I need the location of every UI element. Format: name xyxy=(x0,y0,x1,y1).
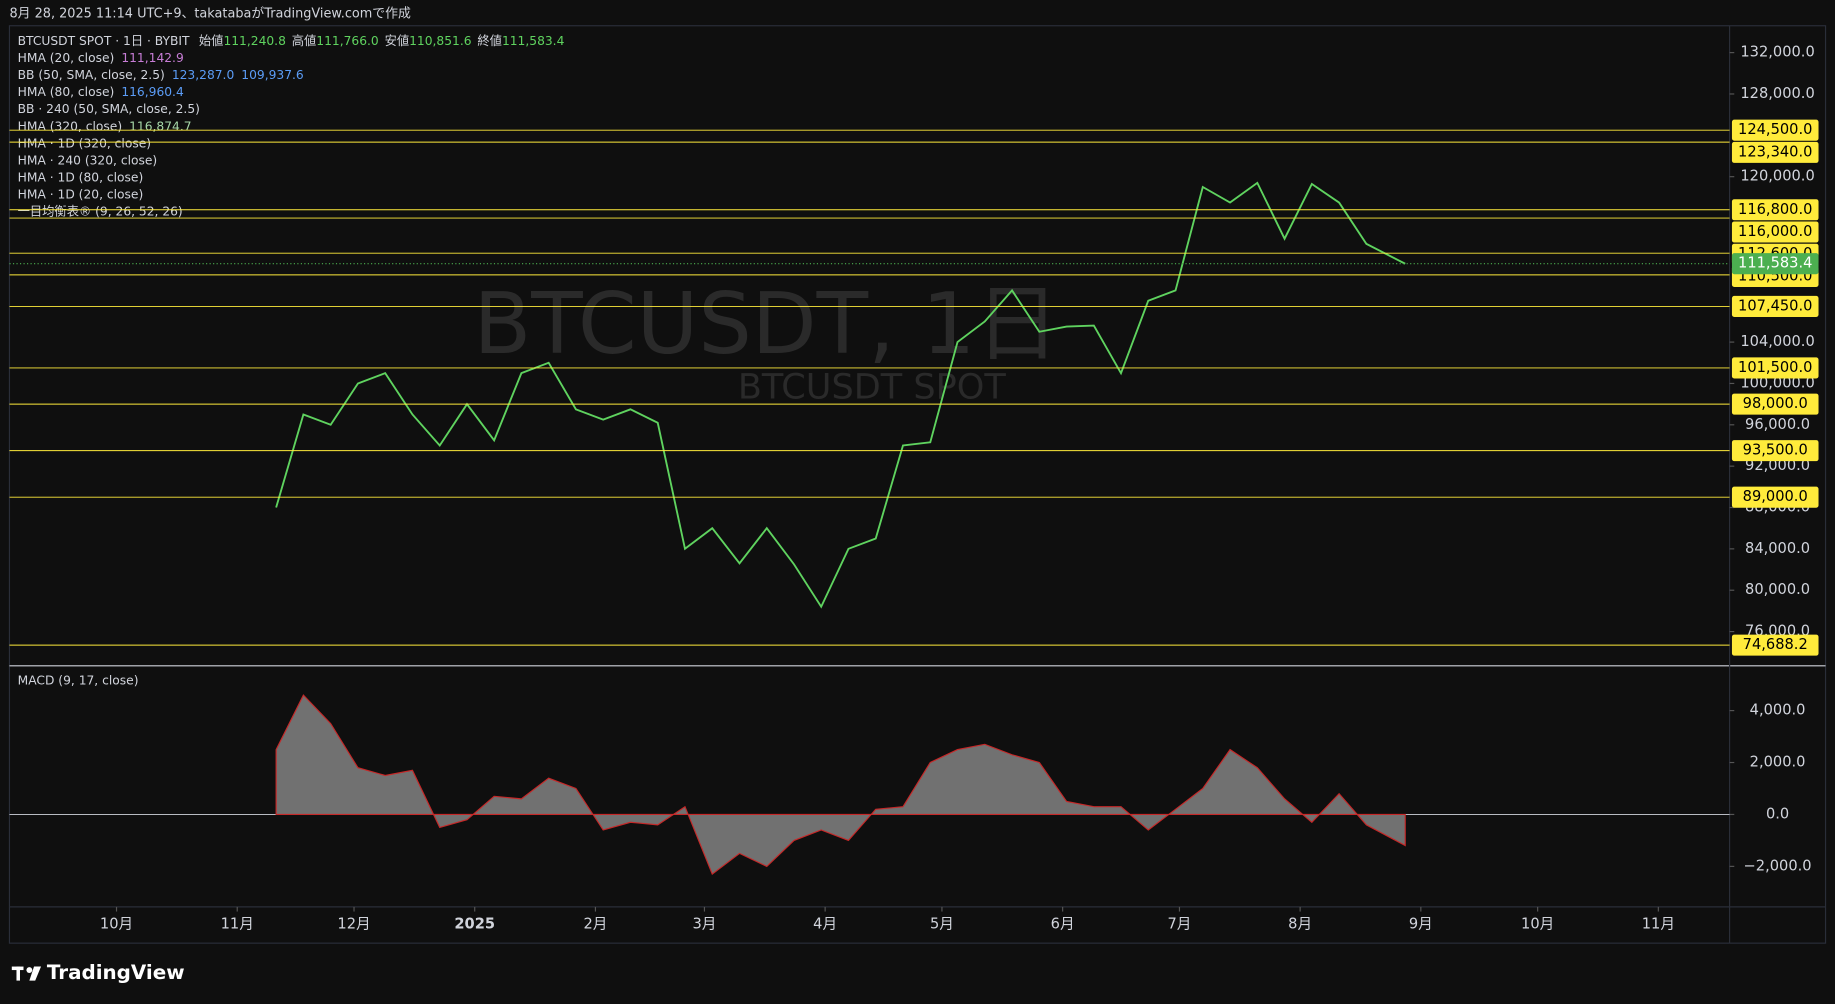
ohlc-value: 110,851.6 xyxy=(409,33,472,47)
indicator-name: HMA · 1D (20, close) xyxy=(18,187,144,201)
indicator-row: HMA (20, close) 111,142.9 xyxy=(18,50,184,64)
legend: BTCUSDT SPOT · 1日 · BYBIT 始値111,240.8 高値11… xyxy=(18,32,565,218)
level-badge xyxy=(1731,486,1819,508)
watermark-sub: BTCUSDT SPOT xyxy=(738,366,1007,407)
x-tick-label: 3月 xyxy=(692,915,716,932)
indicator-name: HMA (20, close) xyxy=(18,50,115,64)
x-tick-label: 2月 xyxy=(583,915,607,932)
macd-area xyxy=(275,694,1406,876)
x-tick-label: 9月 xyxy=(1409,915,1433,932)
indicator-row: HMA · 1D (320, close) xyxy=(18,136,151,150)
x-tick-label: 11月 xyxy=(221,915,254,932)
y-tick-label: −2,000.0 xyxy=(1744,857,1812,874)
x-tick-label: 4月 xyxy=(813,915,837,932)
level-label: 93,500.0 xyxy=(1743,442,1808,459)
logo: TradingView xyxy=(11,961,185,984)
y-tick-label: 104,000.0 xyxy=(1740,333,1814,350)
level-badge xyxy=(1731,295,1819,317)
level-label: 98,000.0 xyxy=(1743,395,1808,412)
x-tick-label: 11月 xyxy=(1642,915,1675,932)
indicator-name: HMA · 1D (80, close) xyxy=(18,170,144,184)
y-tick-label: 92,000.0 xyxy=(1745,457,1810,474)
ohlc-label: 高値 xyxy=(292,32,317,47)
indicator-row: BB (50, SMA, close, 2.5) 123,287.0 109,937… xyxy=(18,68,304,82)
x-tick-label: 8月 xyxy=(1288,915,1312,932)
level-badge xyxy=(1731,141,1819,163)
ohlc-label: 始値 xyxy=(199,32,224,47)
level-badge xyxy=(1731,440,1819,462)
indicator-value: 111,142.9 xyxy=(121,50,183,64)
legend-row: BTCUSDT SPOT · 1日 · BYBIT 始値111,240.8 高値11… xyxy=(18,32,565,47)
y-tick-label: 4,000.0 xyxy=(1750,702,1806,719)
price-line xyxy=(275,181,1406,609)
x-tick-label: 2025 xyxy=(454,915,495,932)
y-tick-label: 120,000.0 xyxy=(1740,168,1814,185)
indicator-row: HMA · 1D (20, close) xyxy=(18,187,144,201)
level-label: 124,500.0 xyxy=(1738,121,1812,138)
ohlc-value: 111,766.0 xyxy=(316,33,378,47)
indicator-row: HMA · 240 (320, close) xyxy=(18,153,158,167)
level-label: 101,500.0 xyxy=(1738,359,1812,376)
last-price-label: 111,583.4 xyxy=(1738,255,1812,272)
x-tick-label: 7月 xyxy=(1167,915,1191,932)
ohlc-label: 終値 xyxy=(477,32,502,47)
x-tick-label: 10月 xyxy=(100,915,133,932)
level-label: 107,450.0 xyxy=(1738,297,1812,314)
ohlc-label: 安値 xyxy=(385,32,410,47)
x-tick-label: 5月 xyxy=(930,915,954,932)
indicator-name: HMA · 1D (320, close) xyxy=(18,136,151,150)
y-tick-label: 128,000.0 xyxy=(1740,85,1814,102)
brand: TradingView xyxy=(47,961,185,984)
y-tick-label: 100,000.0 xyxy=(1740,374,1814,391)
macd-title: MACD (9, 17, close) xyxy=(18,674,139,688)
level-label: 74,688.2 xyxy=(1743,636,1808,653)
indicator-name: HMA · 240 (320, close) xyxy=(18,153,158,167)
indicator-name: HMA (80, close) xyxy=(18,85,115,99)
level-badge xyxy=(1731,393,1819,415)
level-label: 116,000.0 xyxy=(1738,223,1812,240)
x-tick-label: 10月 xyxy=(1521,915,1554,932)
logo-mark xyxy=(26,967,33,973)
y-tick-label: 132,000.0 xyxy=(1740,44,1814,61)
watermark: BTCUSDT, 1日 xyxy=(474,275,1060,373)
indicator-value: 109,937.6 xyxy=(241,68,304,82)
indicator-name: BB · 240 (50, SMA, close, 2.5) xyxy=(18,102,200,116)
indicator-row: HMA (80, close) 116,960.4 xyxy=(18,85,184,99)
indicator-name: BB (50, SMA, close, 2.5) xyxy=(18,68,165,82)
x-tick-label: 12月 xyxy=(337,915,370,932)
level-badge xyxy=(1731,119,1819,141)
indicator-row: HMA (320, close) 116,874.7 xyxy=(18,119,192,133)
level-badge xyxy=(1731,634,1819,656)
logo-mark xyxy=(29,966,42,981)
y-tick-label: 96,000.0 xyxy=(1745,416,1810,433)
level-badge xyxy=(1731,199,1819,221)
last-price-badge xyxy=(1731,253,1819,275)
indicator-row: BB · 240 (50, SMA, close, 2.5) xyxy=(18,102,200,116)
indicator-name: 一目均衡表® (9, 26, 52, 26) xyxy=(18,204,183,218)
y-tick-label: 84,000.0 xyxy=(1745,540,1810,557)
level-badge xyxy=(1731,357,1819,379)
y-tick-label: 0.0 xyxy=(1766,805,1789,822)
indicator-value: 123,287.0 xyxy=(172,68,234,82)
indicator-row: 一目均衡表® (9, 26, 52, 26) xyxy=(18,204,183,218)
indicator-row: HMA · 1D (80, close) xyxy=(18,170,144,184)
logo-mark xyxy=(16,966,20,981)
indicator-value: 116,960.4 xyxy=(121,85,184,99)
indicator-name: HMA (320, close) xyxy=(18,119,122,133)
ohlc-value: 111,240.8 xyxy=(223,33,285,47)
ohlc-value: 111,583.4 xyxy=(502,33,565,47)
y-tick-label: 80,000.0 xyxy=(1745,581,1810,598)
level-badge xyxy=(1731,221,1819,243)
level-label: 89,000.0 xyxy=(1743,488,1808,505)
created-note: 8月 28, 2025 11:14 UTC+9、takatabaがTrading… xyxy=(9,7,411,22)
level-label: 116,800.0 xyxy=(1738,201,1812,218)
y-tick-label: 2,000.0 xyxy=(1750,754,1806,771)
x-tick-label: 6月 xyxy=(1051,915,1075,932)
level-label: 123,340.0 xyxy=(1738,143,1812,160)
indicator-value: 116,874.7 xyxy=(129,119,191,133)
symbol: BTCUSDT SPOT · 1日 · BYBIT xyxy=(18,33,190,47)
